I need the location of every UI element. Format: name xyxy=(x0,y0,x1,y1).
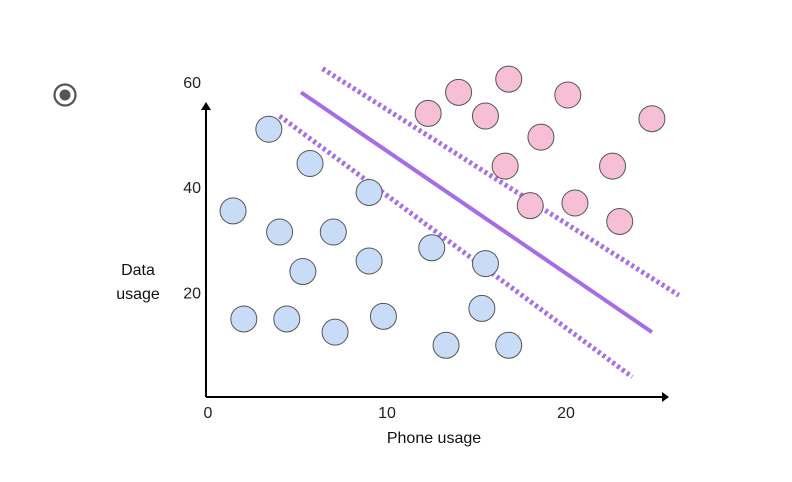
x-tick-label: 20 xyxy=(557,405,575,422)
y-axis-label-line-1: Data xyxy=(121,262,155,279)
radio-selected-icon[interactable] xyxy=(53,83,77,107)
data-point-class-a xyxy=(289,258,317,286)
data-point-class-b xyxy=(638,105,666,133)
y-axis-arrow xyxy=(201,102,211,110)
data-point-class-b xyxy=(554,81,582,109)
data-point-class-a xyxy=(321,318,349,346)
data-point-class-a xyxy=(468,294,496,322)
data-point-class-b xyxy=(516,192,544,220)
x-axis-arrow xyxy=(662,392,669,402)
data-point-class-a xyxy=(471,250,499,278)
data-point-class-a xyxy=(230,305,258,333)
data-point-class-a xyxy=(266,218,294,246)
axes xyxy=(201,102,669,402)
data-point-class-b xyxy=(491,152,519,180)
margin-line-2 xyxy=(321,66,681,298)
data-point-class-a xyxy=(355,178,383,206)
data-points xyxy=(219,65,666,359)
data-point-class-a xyxy=(369,302,397,330)
data-point-class-a xyxy=(495,331,523,359)
y-tick-label: 20 xyxy=(183,286,201,303)
data-point-class-a xyxy=(255,115,283,143)
x-axis-label: Phone usage xyxy=(387,430,481,447)
x-tick-label: 10 xyxy=(378,405,396,422)
data-point-class-a xyxy=(418,234,446,262)
data-point-class-b xyxy=(471,102,499,130)
data-point-class-a xyxy=(273,305,301,333)
data-point-class-a xyxy=(219,197,247,225)
y-tick-label: 60 xyxy=(183,75,201,92)
data-point-class-b xyxy=(599,152,627,180)
data-point-class-a xyxy=(319,218,347,246)
data-point-class-a xyxy=(296,149,324,177)
margin-line-1 xyxy=(278,114,634,379)
data-point-class-b xyxy=(445,78,473,106)
x-tick-label: 0 xyxy=(204,405,213,422)
tick-labels: 0 10 20 20 40 60 xyxy=(183,75,575,422)
data-point-class-b xyxy=(495,65,523,93)
data-point-class-a xyxy=(355,247,383,275)
decision-boundaries xyxy=(278,66,681,379)
data-point-class-b xyxy=(606,207,634,235)
y-axis-label-line-2: usage xyxy=(116,286,160,303)
data-point-class-b xyxy=(414,99,442,127)
data-point-class-b xyxy=(561,189,589,217)
decision-boundary-line xyxy=(299,90,654,334)
y-tick-label: 40 xyxy=(183,180,201,197)
data-point-class-b xyxy=(527,123,555,151)
data-point-class-a xyxy=(432,331,460,359)
